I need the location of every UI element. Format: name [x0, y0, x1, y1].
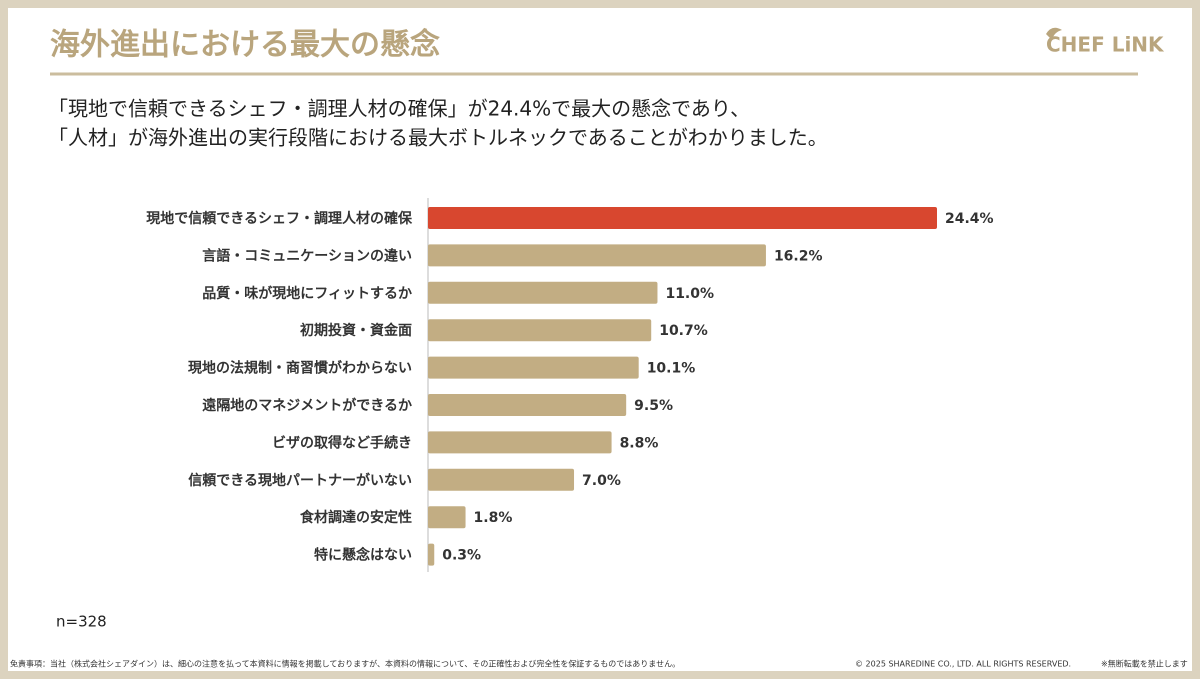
bar: [428, 281, 658, 304]
value-label: 8.8%: [620, 435, 659, 451]
category-label: 特に懸念はない: [314, 547, 412, 564]
copyright: © 2025 SHAREDINE CO., LTD. ALL RIGHTS RE…: [855, 660, 1071, 669]
description-line: 「人材」が海外進出の実行段階における最大ボトルネックであることがわかりました。: [48, 126, 828, 150]
bar: [428, 543, 435, 566]
value-label: 7.0%: [582, 473, 621, 489]
disclaimer: 免責事項：当社（株式会社シェアダイン）は、細心の注意を払って本資料に情報を掲載し…: [10, 659, 680, 669]
value-label: 11.0%: [665, 286, 714, 302]
value-label: 9.5%: [634, 398, 673, 414]
value-label: 16.2%: [774, 248, 823, 264]
logo-icon: [1046, 27, 1062, 40]
bar: [428, 431, 612, 454]
bar: [428, 468, 575, 491]
value-label: 0.3%: [442, 548, 481, 564]
category-label: ビザの取得など手続き: [272, 434, 412, 451]
value-label: 10.1%: [647, 361, 696, 377]
bar: [428, 319, 652, 342]
category-label: 言語・コミュニケーションの違い: [202, 247, 412, 264]
slide-title: 海外進出における最大の懸念: [50, 28, 440, 63]
category-label: 品質・味が現地にフィットするか: [202, 285, 412, 302]
bar: [428, 506, 466, 529]
notice: ※無断転載を禁止します: [1101, 659, 1188, 669]
description-line: 「現地で信頼できるシェフ・調理人材の確保」が24.4%で最大の懸念であり、: [48, 97, 750, 121]
value-label: 24.4%: [945, 211, 994, 227]
bar: [428, 356, 639, 379]
value-label: 1.8%: [474, 510, 513, 526]
value-label: 10.7%: [659, 323, 708, 339]
category-label: 遠隔地のマネジメントができるか: [202, 397, 412, 414]
category-label: 現地で信頼できるシェフ・調理人材の確保: [146, 210, 413, 227]
category-label: 信頼できる現地パートナーがいない: [188, 472, 412, 489]
logo: CHEF LiNK: [1046, 33, 1165, 57]
category-label: 食材調達の安定性: [300, 509, 412, 526]
sample-note: n=328: [56, 613, 107, 631]
category-label: 現地の法規制・商習慣がわからない: [188, 360, 412, 377]
bar: [428, 207, 937, 229]
bar: [428, 394, 627, 416]
category-label: 初期投資・資金面: [300, 322, 412, 339]
bar: [428, 244, 766, 267]
